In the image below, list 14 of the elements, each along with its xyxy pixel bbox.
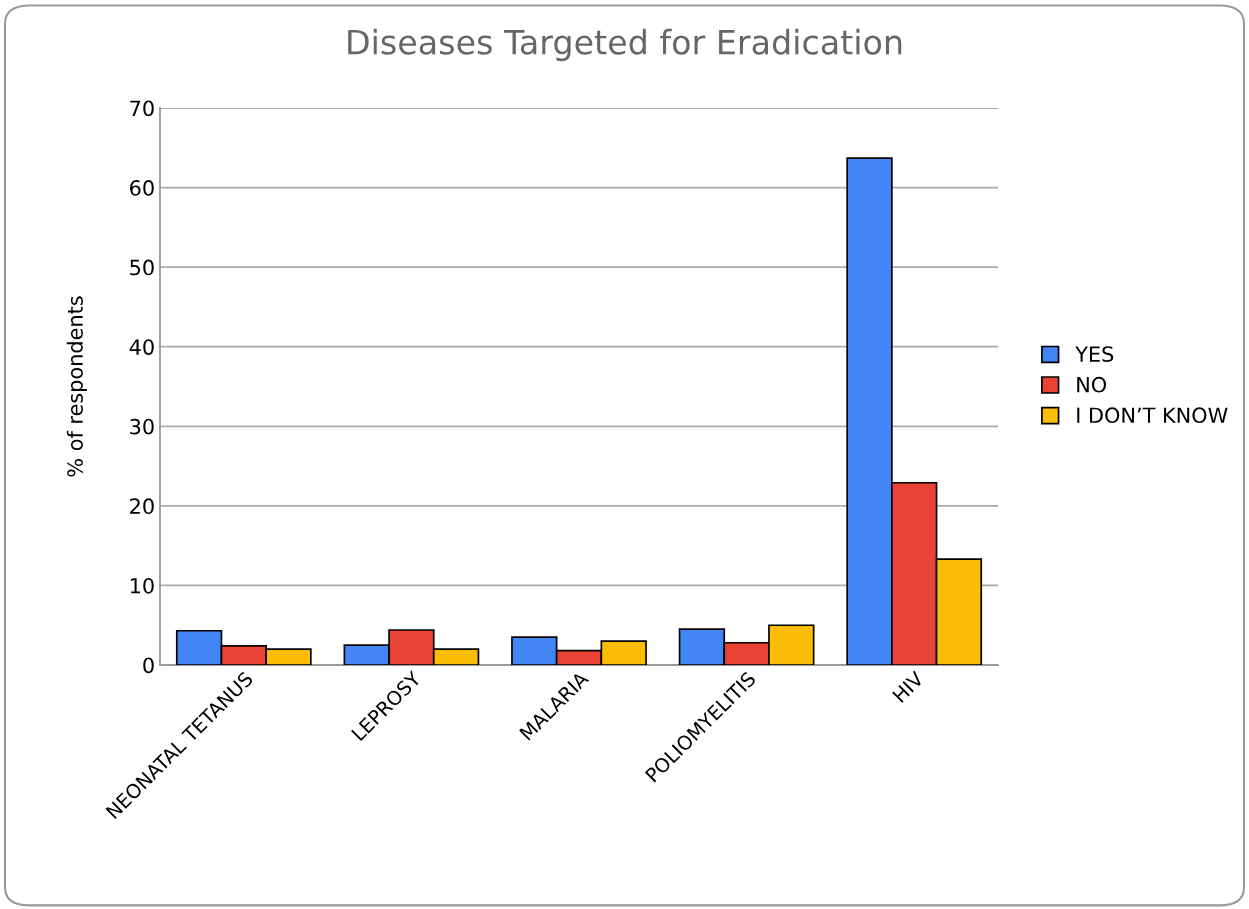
y-tick-label: 30	[130, 418, 154, 435]
y-tick-label: 50	[130, 259, 154, 276]
y-tick-label: 70	[130, 100, 154, 117]
y-tick-label: 0	[143, 657, 154, 674]
x-tick-label: HIV	[892, 670, 925, 703]
legend-label: NO	[1077, 376, 1107, 393]
y-tick-label: 60	[130, 180, 154, 196]
legend-label: YES	[1075, 346, 1114, 362]
y-tick-label: 10	[130, 577, 154, 594]
y-tick-label: 20	[130, 498, 154, 515]
y-tick-label: 40	[129, 339, 154, 355]
chart-title: Diseases Targeted for Eradication	[348, 28, 902, 62]
y-axis-title: % of respondents	[66, 296, 87, 477]
legend-label: I DON’T KNOW	[1077, 407, 1228, 424]
